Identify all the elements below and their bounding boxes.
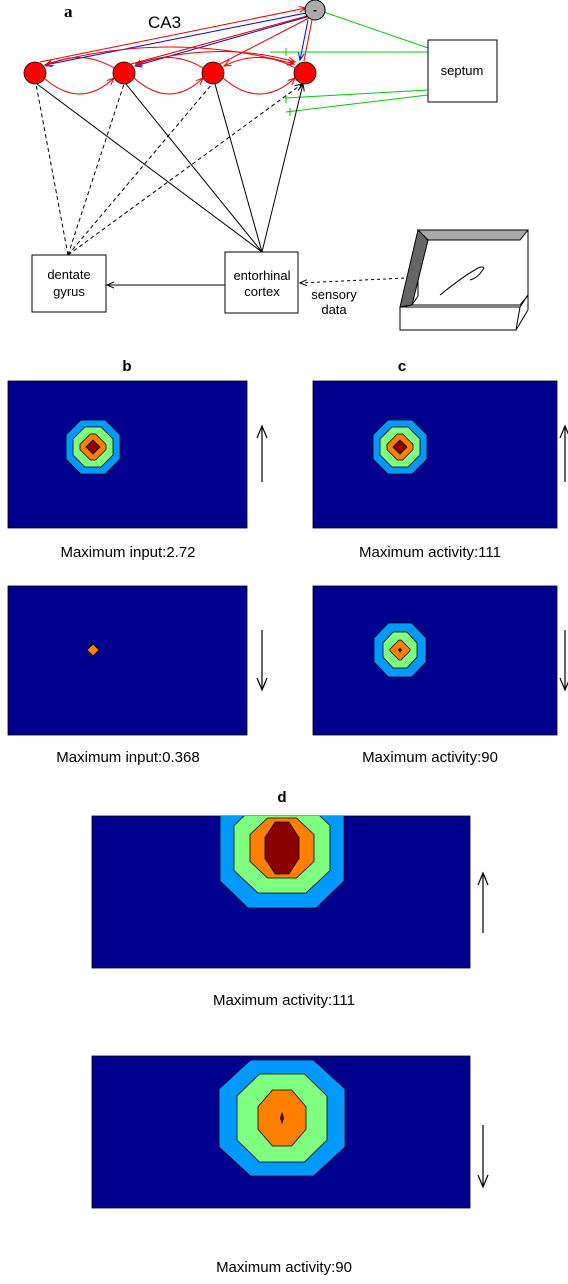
panel-label: c	[398, 358, 406, 375]
contour-group	[374, 623, 426, 677]
sensory-label: data	[321, 302, 347, 317]
panel-a: a CA3	[24, 0, 528, 330]
figure: a CA3	[0, 0, 568, 1284]
ca3-neurons	[24, 62, 316, 84]
sensory-label: sensory	[311, 287, 357, 302]
panel-label: d	[277, 789, 286, 806]
arena	[400, 230, 528, 330]
caption: Maximum activity:90	[216, 1259, 352, 1276]
caption: Maximum activity:90	[362, 749, 498, 766]
dentate-label: dentate	[47, 267, 90, 282]
entorhinal-label: entorhinal	[233, 268, 290, 283]
entorhinal-label: cortex	[244, 284, 280, 299]
panel-label: b	[122, 358, 131, 375]
activity-map	[313, 586, 557, 735]
activity-map	[313, 381, 557, 528]
contour	[265, 822, 299, 874]
contour-group	[373, 420, 427, 474]
contour-group	[66, 420, 120, 474]
caption: Maximum activity:111	[213, 992, 355, 1009]
septum-label: septum	[441, 63, 484, 78]
connections	[36, 8, 470, 285]
caption: Maximum input:0.368	[56, 749, 199, 766]
contour-group	[219, 1060, 345, 1176]
region-label: CA3	[148, 13, 181, 32]
activity-map	[8, 586, 247, 735]
activity-map	[8, 381, 247, 528]
panel-label: a	[64, 2, 73, 21]
caption: Maximum input:2.72	[60, 544, 195, 561]
inhibitory-label: -	[313, 3, 317, 17]
dentate-label: gyrus	[53, 284, 85, 299]
contour-group	[220, 788, 344, 908]
caption: Maximum activity:111	[359, 544, 501, 561]
